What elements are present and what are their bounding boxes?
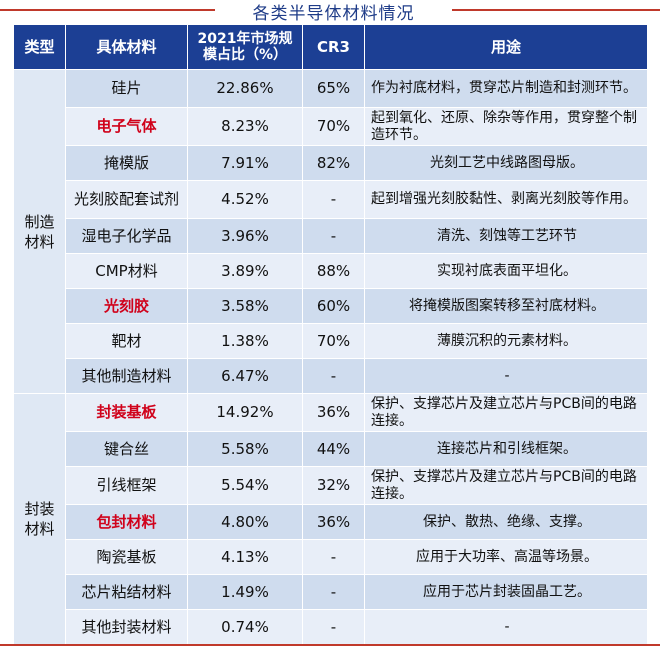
table-row: 掩模版 7.91% 82% 光刻工艺中线路图母版。: [14, 145, 648, 181]
share-cell: 5.58%: [187, 431, 303, 467]
cr3-cell: 82%: [302, 145, 365, 181]
use-cell: 薄膜沉积的元素材料。: [364, 323, 648, 359]
table-row: 包封材料 4.80% 36% 保护、散热、绝缘、支撑。: [14, 504, 648, 540]
use-cell: 保护、支撑芯片及建立芯片与PCB间的电路连接。: [364, 393, 648, 432]
cr3-cell: -: [302, 539, 365, 575]
share-cell: 3.58%: [187, 288, 303, 324]
header-material: 具体材料: [65, 24, 188, 70]
table-row: CMP材料 3.89% 88% 实现衬底表面平坦化。: [14, 253, 648, 289]
bottom-rule: [0, 644, 660, 646]
use-cell: 实现衬底表面平坦化。: [364, 253, 648, 289]
material-cell: 硅片: [65, 69, 188, 108]
header-share: 2021年市场规模占比（%）: [187, 24, 303, 70]
cr3-cell: 88%: [302, 253, 365, 289]
cr3-cell: -: [302, 180, 365, 219]
use-cell: 起到增强光刻胶黏性、剥离光刻胶等作用。: [364, 180, 648, 219]
material-cell: 引线框架: [65, 466, 188, 505]
table-row: 电子气体 8.23% 70% 起到氧化、还原、除杂等作用，贯穿整个制造环节。: [14, 107, 648, 146]
table-row: 引线框架 5.54% 32% 保护、支撑芯片及建立芯片与PCB间的电路连接。: [14, 466, 648, 505]
table-row: 光刻胶配套试剂 4.52% - 起到增强光刻胶黏性、剥离光刻胶等作用。: [14, 180, 648, 219]
use-cell: 连接芯片和引线框架。: [364, 431, 648, 467]
table-row: 湿电子化学品 3.96% - 清洗、刻蚀等工艺环节: [14, 218, 648, 254]
table-row: 靶材 1.38% 70% 薄膜沉积的元素材料。: [14, 323, 648, 359]
material-cell: 电子气体: [65, 107, 188, 146]
cr3-cell: 70%: [302, 323, 365, 359]
material-cell: 湿电子化学品: [65, 218, 188, 254]
table-row: 封装材料 封装基板 14.92% 36% 保护、支撑芯片及建立芯片与PCB间的电路连接。: [13, 393, 648, 645]
share-cell: 4.80%: [187, 504, 303, 540]
share-cell: 1.49%: [187, 574, 303, 610]
cr3-cell: -: [302, 609, 365, 645]
use-cell: 应用于大功率、高温等场景。: [364, 539, 648, 575]
share-cell: 6.47%: [187, 358, 303, 394]
cr3-cell: -: [302, 574, 365, 610]
materials-table: 类型 具体材料 2021年市场规模占比（%） CR3 用途 制造材料 硅片 22.8…: [13, 24, 648, 645]
table-row: 陶瓷基板 4.13% - 应用于大功率、高温等场景。: [14, 539, 648, 575]
use-cell: 光刻工艺中线路图母版。: [364, 145, 648, 181]
table-row: 芯片粘结材料 1.49% - 应用于芯片封装固晶工艺。: [14, 574, 648, 610]
use-cell: 应用于芯片封装固晶工艺。: [364, 574, 648, 610]
title-rule-right: [452, 9, 660, 11]
material-cell: 陶瓷基板: [65, 539, 188, 575]
material-cell: 其他封装材料: [65, 609, 188, 645]
use-cell: 作为衬底材料，贯穿芯片制造和封测环节。: [364, 69, 648, 108]
cr3-cell: 44%: [302, 431, 365, 467]
share-cell: 1.38%: [187, 323, 303, 359]
material-cell: 掩模版: [65, 145, 188, 181]
material-cell: 其他制造材料: [65, 358, 188, 394]
material-cell: 键合丝: [65, 431, 188, 467]
use-cell: 保护、散热、绝缘、支撑。: [364, 504, 648, 540]
table-row: 制造材料 硅片 22.86% 65% 作为衬底材料，贯穿芯片制造和封测环节。: [13, 69, 648, 394]
table-row: 光刻胶 3.58% 60% 将掩模版图案转移至衬底材料。: [14, 288, 648, 324]
share-cell: 22.86%: [187, 69, 303, 108]
table-row: 其他制造材料 6.47% - -: [14, 358, 648, 394]
share-cell: 3.96%: [187, 218, 303, 254]
material-cell: 包封材料: [65, 504, 188, 540]
header-use: 用途: [364, 24, 648, 70]
use-cell: 将掩模版图案转移至衬底材料。: [364, 288, 648, 324]
cr3-cell: 36%: [302, 504, 365, 540]
page-title: 各类半导体材料情况: [252, 4, 415, 24]
table-header-row: 类型 具体材料 2021年市场规模占比（%） CR3 用途: [13, 24, 648, 70]
cr3-cell: 70%: [302, 107, 365, 146]
material-cell: CMP材料: [65, 253, 188, 289]
share-cell: 3.89%: [187, 253, 303, 289]
use-cell: -: [364, 609, 648, 645]
cr3-cell: -: [302, 358, 365, 394]
use-cell: 起到氧化、还原、除杂等作用，贯穿整个制造环节。: [364, 107, 648, 146]
cr3-cell: 32%: [302, 466, 365, 505]
share-cell: 4.13%: [187, 539, 303, 575]
share-cell: 8.23%: [187, 107, 303, 146]
share-cell: 14.92%: [187, 393, 303, 432]
table-body: 制造材料 硅片 22.86% 65% 作为衬底材料，贯穿芯片制造和封测环节。 电子气体 8.…: [13, 69, 648, 645]
cr3-cell: -: [302, 218, 365, 254]
use-cell: 清洗、刻蚀等工艺环节: [364, 218, 648, 254]
use-cell: -: [364, 358, 648, 394]
title-bar: 各类半导体材料情况: [0, 0, 660, 24]
material-cell: 光刻胶: [65, 288, 188, 324]
cr3-cell: 60%: [302, 288, 365, 324]
header-cr3: CR3: [302, 24, 365, 70]
cr3-cell: 65%: [302, 69, 365, 108]
material-cell: 光刻胶配套试剂: [65, 180, 188, 219]
material-cell: 封装基板: [65, 393, 188, 432]
material-cell: 靶材: [65, 323, 188, 359]
title-rule-left: [0, 9, 215, 11]
table-row: 其他封装材料 0.74% - -: [14, 609, 648, 645]
share-cell: 4.52%: [187, 180, 303, 219]
table-row: 键合丝 5.58% 44% 连接芯片和引线框架。: [14, 431, 648, 467]
cr3-cell: 36%: [302, 393, 365, 432]
share-cell: 0.74%: [187, 609, 303, 645]
category-cell: 制造材料: [13, 69, 66, 394]
material-cell: 芯片粘结材料: [65, 574, 188, 610]
category-cell: 封装材料: [13, 393, 66, 645]
share-cell: 7.91%: [187, 145, 303, 181]
share-cell: 5.54%: [187, 466, 303, 505]
header-type: 类型: [13, 24, 66, 70]
use-cell: 保护、支撑芯片及建立芯片与PCB间的电路连接。: [364, 466, 648, 505]
